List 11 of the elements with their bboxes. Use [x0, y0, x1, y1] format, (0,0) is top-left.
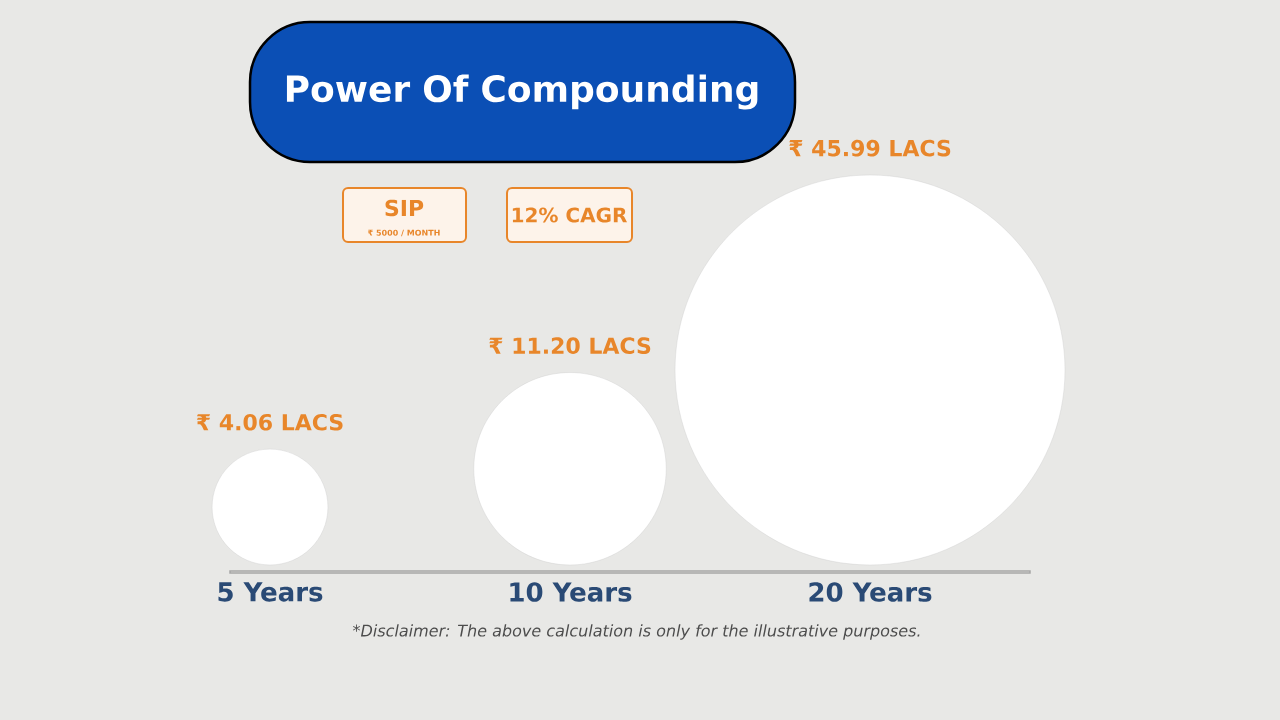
text: Power Of Compounding	[286, 74, 758, 110]
data-label: ₹ 11.20 LACS	[489, 337, 651, 354]
category-label: 10 Years	[510, 582, 632, 602]
text: 12% CAGR	[512, 207, 628, 223]
text: ₹ 5000 / MONTH	[368, 229, 440, 237]
text: *Disclaimer: The above calculation is only for the illustrative purposes.	[353, 624, 920, 640]
data-label: ₹ 4.06 LACS	[196, 413, 343, 431]
category-label: 5 Years	[218, 582, 323, 602]
data-label: ₹ 45.99 LACS	[789, 139, 951, 157]
category-label: 20 Years	[809, 582, 932, 602]
text: SIP	[385, 199, 424, 217]
